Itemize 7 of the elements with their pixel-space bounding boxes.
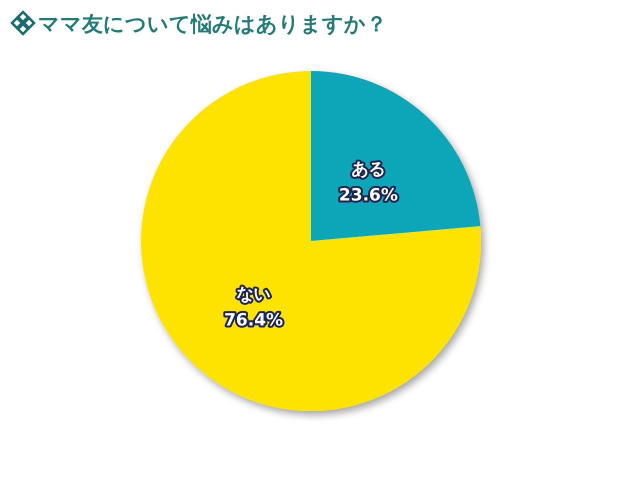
pie-slice (141, 71, 481, 411)
data-label: 76.4% (224, 310, 284, 331)
pie-slice (311, 71, 480, 241)
slice-label: ある (351, 159, 386, 180)
slice-label: ない (236, 284, 271, 305)
data-label: 23.6% (338, 185, 398, 206)
chart-title: ママ友について悩みはありますか？ (38, 12, 387, 36)
